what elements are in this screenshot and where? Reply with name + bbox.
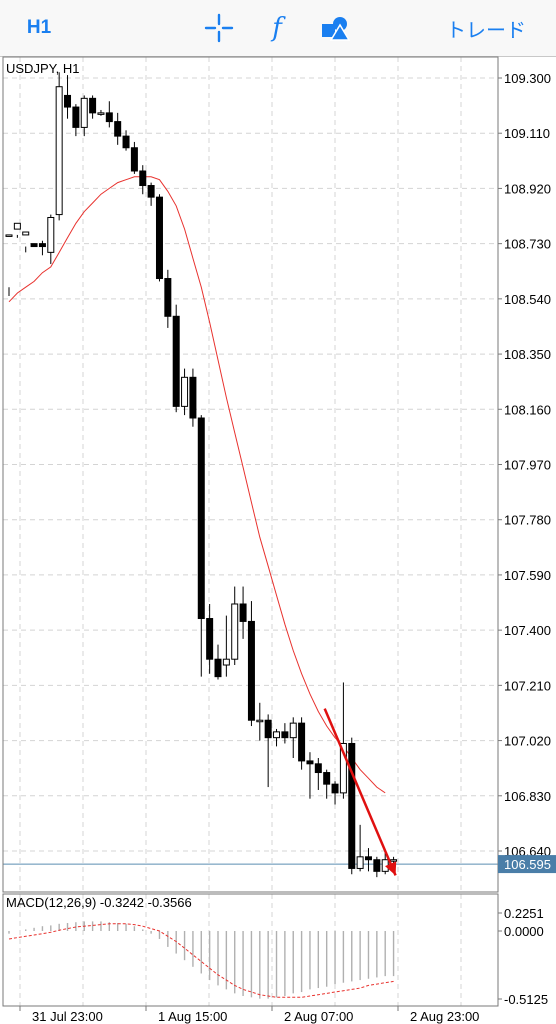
time-tick-label: 2 Aug 07:00 xyxy=(284,1009,353,1024)
candle-body xyxy=(155,196,163,280)
candle-body xyxy=(30,243,38,248)
candle-body xyxy=(281,731,289,739)
price-tick-label: 106.830 xyxy=(504,789,551,804)
candle-body xyxy=(264,719,272,739)
candle-body xyxy=(214,658,222,678)
candle-body xyxy=(356,856,364,869)
price-tick-label: 108.730 xyxy=(504,237,551,252)
time-tick-label: 1 Aug 15:00 xyxy=(158,1009,227,1024)
candle-body xyxy=(206,618,214,660)
candle-body xyxy=(55,86,63,216)
trend-arrow-line xyxy=(323,708,397,876)
candle-body xyxy=(331,783,339,794)
crosshair-icon xyxy=(204,13,234,43)
price-tick-label: 109.110 xyxy=(504,126,550,141)
crosshair-button[interactable] xyxy=(202,0,236,56)
candle-body xyxy=(373,859,381,872)
candle-body xyxy=(247,620,255,721)
candle-body xyxy=(72,106,80,128)
candle-body xyxy=(348,742,356,869)
candle-body xyxy=(189,376,197,419)
macd-subwindow: 0.2251 0.0000 -0.5125 xyxy=(8,906,548,1007)
macd-label: MACD(12,26,9) -0.3242 -0.3566 xyxy=(6,895,192,910)
indicators-button[interactable]: f xyxy=(262,0,292,56)
shapes-icon xyxy=(322,17,351,41)
candles-layer xyxy=(5,72,398,878)
candle-body xyxy=(339,742,347,794)
macd-signal-line xyxy=(8,923,394,998)
candle-body xyxy=(298,722,306,762)
macd-tick-label: -0.5125 xyxy=(504,992,548,1007)
candle-body xyxy=(314,763,322,774)
top-toolbar: H1 f トレード xyxy=(0,0,556,57)
macd-plot-border xyxy=(2,893,499,1007)
candle-body xyxy=(89,97,97,114)
time-tick-label: 31 Jul 23:00 xyxy=(32,1009,103,1024)
price-tick-label: 108.160 xyxy=(504,402,551,417)
trade-button[interactable]: トレード xyxy=(446,19,526,42)
candle-body xyxy=(97,112,105,115)
price-tick-label: 107.210 xyxy=(504,678,551,693)
symbol-label: USDJPY, H1 xyxy=(6,61,79,76)
candle-body xyxy=(273,731,281,739)
chart-grid xyxy=(3,57,498,1006)
candle-body xyxy=(64,94,72,108)
candle-body xyxy=(256,719,264,723)
candle-body xyxy=(364,856,372,861)
candle-body xyxy=(197,417,205,620)
candle-body xyxy=(38,243,46,248)
price-axis: 109.300 109.110 108.920 108.730 108.540 108.3… xyxy=(498,71,556,874)
candle-body xyxy=(231,603,239,660)
main-plot-border xyxy=(2,56,499,893)
price-tick-label: 109.300 xyxy=(504,71,551,86)
time-tick-label: 2 Aug 23:00 xyxy=(410,1009,479,1024)
price-tick-label: 107.780 xyxy=(504,513,551,528)
candle-body xyxy=(47,216,55,253)
price-tick-label: 107.400 xyxy=(504,623,551,638)
price-tick-label: 107.590 xyxy=(504,568,551,583)
candle-body xyxy=(390,859,398,862)
chart-frame xyxy=(2,56,499,1007)
candle-body xyxy=(105,112,113,123)
price-tick-label: 108.350 xyxy=(504,347,551,362)
macd-tick-label: 0.0000 xyxy=(504,924,544,939)
timeframe-button[interactable]: H1 xyxy=(26,17,52,38)
price-chart[interactable]: 109.300 109.110 108.920 108.730 108.540 108.3… xyxy=(0,56,556,1024)
macd-tick-label: 0.2251 xyxy=(504,906,544,921)
candle-body xyxy=(122,135,130,149)
candle-body xyxy=(80,97,88,128)
current-price-badge xyxy=(498,855,556,874)
candle-body xyxy=(222,658,230,666)
price-tick-label: 108.920 xyxy=(504,181,551,196)
moving-average-layer xyxy=(8,176,386,794)
candle-body xyxy=(239,603,247,622)
price-tick-label: 107.970 xyxy=(504,458,551,473)
price-tick-label: 108.540 xyxy=(504,292,551,307)
current-price-label: 106.595 xyxy=(504,857,551,872)
candle-body xyxy=(306,760,314,765)
price-tick-label: 107.020 xyxy=(504,734,551,749)
candle-body xyxy=(114,121,122,137)
candle-body xyxy=(323,772,331,785)
candle-body xyxy=(13,222,21,230)
candle-body xyxy=(5,234,13,237)
time-axis: 31 Jul 23:00 1 Aug 15:00 2 Aug 07:00 2 Aug … xyxy=(19,1006,479,1024)
candle-body xyxy=(181,376,189,407)
function-f-icon: f xyxy=(272,13,282,43)
candle-body xyxy=(289,722,297,739)
annotation-layer[interactable] xyxy=(323,708,397,876)
candle-body xyxy=(139,170,147,187)
trend-arrow-head xyxy=(385,861,397,876)
candle-body xyxy=(130,147,138,172)
candle-body xyxy=(172,315,180,407)
objects-button[interactable] xyxy=(318,0,354,56)
candle-body xyxy=(147,185,155,198)
candle-body xyxy=(22,231,30,236)
candle-body xyxy=(164,278,172,317)
moving-average-line xyxy=(8,176,386,794)
